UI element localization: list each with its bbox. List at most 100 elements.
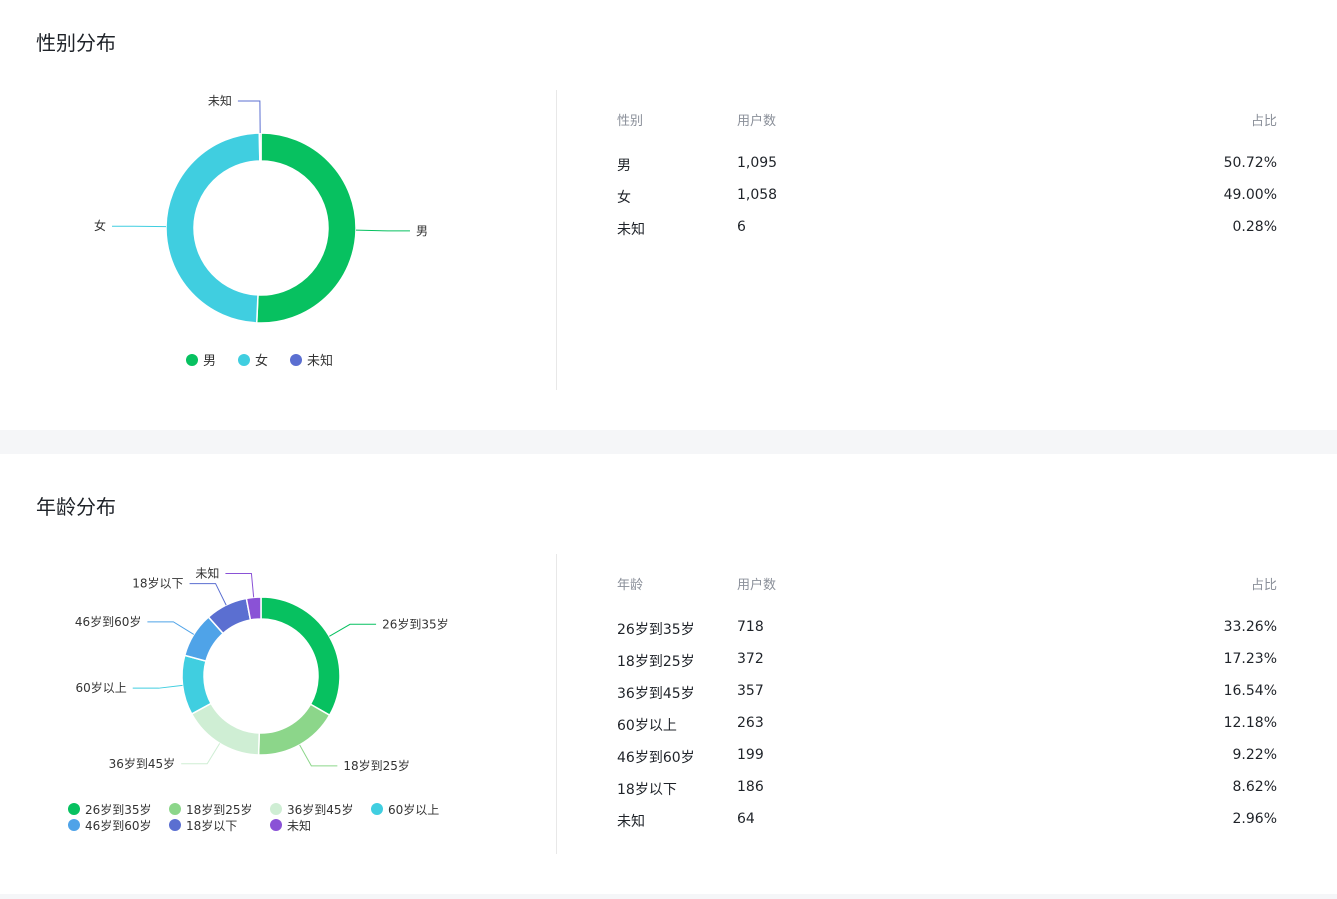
legend-label[interactable]: 18岁以下 — [186, 818, 237, 833]
header-user-count: 用户数 — [737, 114, 777, 129]
legend-label[interactable]: 男 — [203, 354, 216, 369]
cell-label: 36岁到45岁 — [617, 686, 695, 702]
cell-count: 1,095 — [737, 155, 778, 171]
table-row: 46岁到60岁 199 9.22% — [617, 747, 1277, 779]
legend-label[interactable]: 18岁到25岁 — [186, 802, 253, 817]
label-leader-line — [237, 100, 261, 134]
legend-dot[interactable] — [186, 354, 198, 366]
table-header-row: 性别 用户数 占比 — [617, 110, 1277, 155]
label-leader-line — [147, 621, 195, 635]
cell-count: 6 — [737, 219, 746, 235]
slice-label: 18岁以下 — [132, 576, 183, 591]
cell-label: 未知 — [617, 814, 645, 830]
header-user-count: 用户数 — [737, 578, 777, 593]
cell-count: 186 — [737, 779, 764, 795]
table-header-row: 年龄 用户数 占比 — [617, 574, 1277, 619]
legend-label[interactable]: 未知 — [287, 819, 311, 833]
cell-count: 1,058 — [737, 187, 778, 203]
gender-divider — [556, 90, 557, 390]
cell-ratio: 0.28% — [1232, 219, 1277, 235]
cell-count: 718 — [737, 619, 764, 635]
cell-count: 357 — [737, 683, 764, 699]
slice-label: 46岁到60岁 — [75, 614, 142, 629]
donut-slice[interactable] — [257, 703, 331, 756]
slice-label: 26岁到35岁 — [382, 616, 449, 631]
cell-ratio: 9.22% — [1232, 747, 1277, 763]
cell-count: 372 — [737, 651, 764, 667]
slice-label: 男 — [416, 224, 428, 238]
legend-label[interactable]: 60岁以上 — [388, 802, 439, 817]
gender-table: 性别 用户数 占比 男 1,095 50.72% 女 1,058 49.00% 未知 6 0.2… — [617, 110, 1277, 251]
cell-count: 263 — [737, 715, 764, 731]
table-row: 未知 6 0.28% — [617, 219, 1277, 251]
cell-ratio: 12.18% — [1223, 715, 1277, 731]
donut-slice[interactable] — [181, 654, 213, 715]
donut-slice[interactable] — [255, 132, 357, 324]
legend-dot[interactable] — [68, 819, 80, 831]
table-row: 未知 64 2.96% — [617, 811, 1277, 843]
slice-label: 未知 — [195, 566, 219, 580]
age-table: 年龄 用户数 占比 26岁到35岁 718 33.26% 18岁到25岁 372 17.2… — [617, 574, 1277, 843]
legend-label[interactable]: 未知 — [307, 353, 333, 369]
cell-label: 未知 — [617, 222, 645, 238]
slice-label: 女 — [94, 218, 106, 233]
cell-count: 64 — [737, 811, 755, 827]
cell-label: 46岁到60岁 — [617, 750, 695, 766]
label-leader-line — [225, 572, 255, 598]
legend-dot[interactable] — [270, 819, 282, 831]
slice-label: 未知 — [208, 94, 232, 108]
donut-slice[interactable] — [245, 596, 262, 621]
slice-label: 36岁到45岁 — [109, 756, 176, 771]
label-leader-line — [329, 623, 377, 637]
cell-ratio: 16.54% — [1223, 683, 1277, 699]
donut-slice[interactable] — [165, 132, 261, 324]
legend-dot[interactable] — [169, 819, 181, 831]
label-leader-line — [189, 583, 227, 606]
age-section-title: 年龄分布 — [36, 495, 116, 519]
legend-dot[interactable] — [371, 803, 383, 815]
legend-label[interactable]: 36岁到45岁 — [287, 802, 354, 817]
gender-card: 性别分布 男女未知男女未知 性别 用户数 占比 男 1,095 50.72% 女 1,0… — [0, 0, 1337, 430]
cell-ratio: 33.26% — [1223, 619, 1277, 635]
label-leader-line — [299, 744, 338, 767]
slice-label: 18岁到25岁 — [343, 758, 410, 773]
cell-ratio: 50.72% — [1223, 155, 1277, 171]
table-row: 60岁以上 263 12.18% — [617, 715, 1277, 747]
cell-label: 男 — [617, 158, 631, 174]
legend-label[interactable]: 46岁到60岁 — [85, 818, 152, 833]
cell-ratio: 49.00% — [1223, 187, 1277, 203]
donut-slice[interactable] — [190, 702, 261, 756]
cell-label: 18岁到25岁 — [617, 654, 695, 670]
cell-label: 26岁到35岁 — [617, 622, 695, 638]
header-ratio: 占比 — [1250, 114, 1277, 129]
table-row: 18岁到25岁 372 17.23% — [617, 651, 1277, 683]
legend-label[interactable]: 26岁到35岁 — [85, 802, 152, 817]
header-gender: 性别 — [617, 114, 644, 129]
label-leader-line — [355, 229, 410, 232]
legend-label[interactable]: 女 — [255, 353, 268, 369]
label-leader-line — [132, 684, 183, 689]
cell-label: 18岁以下 — [617, 782, 677, 798]
legend-dot[interactable] — [270, 803, 282, 815]
legend-dot[interactable] — [68, 803, 80, 815]
cell-ratio: 8.62% — [1232, 779, 1277, 795]
table-row: 36岁到45岁 357 16.54% — [617, 683, 1277, 715]
legend-dot[interactable] — [290, 354, 302, 366]
label-leader-line — [181, 743, 221, 765]
donut-slice[interactable] — [258, 132, 262, 162]
header-age: 年龄 — [617, 578, 644, 593]
gender-section-title: 性别分布 — [36, 31, 116, 55]
legend-dot[interactable] — [238, 354, 250, 366]
age-card: 年龄分布 26岁到35岁 18岁到25岁 36岁到45岁 60岁以上 46岁到60岁 18… — [0, 454, 1337, 894]
table-row: 男 1,095 50.72% — [617, 155, 1277, 187]
slice-label: 60岁以上 — [75, 680, 126, 695]
cell-ratio: 17.23% — [1223, 651, 1277, 667]
legend-dot[interactable] — [169, 803, 181, 815]
table-row: 女 1,058 49.00% — [617, 187, 1277, 219]
table-row: 18岁以下 186 8.62% — [617, 779, 1277, 811]
donut-slice[interactable] — [260, 596, 341, 717]
age-donut-chart: 26岁到35岁18岁到25岁36岁到45岁60岁以上46岁到60岁18岁以下未知… — [68, 566, 449, 833]
gender-donut-chart: 男女未知男女未知 — [94, 94, 428, 369]
cell-label: 女 — [617, 190, 631, 206]
cell-label: 60岁以上 — [617, 718, 677, 734]
